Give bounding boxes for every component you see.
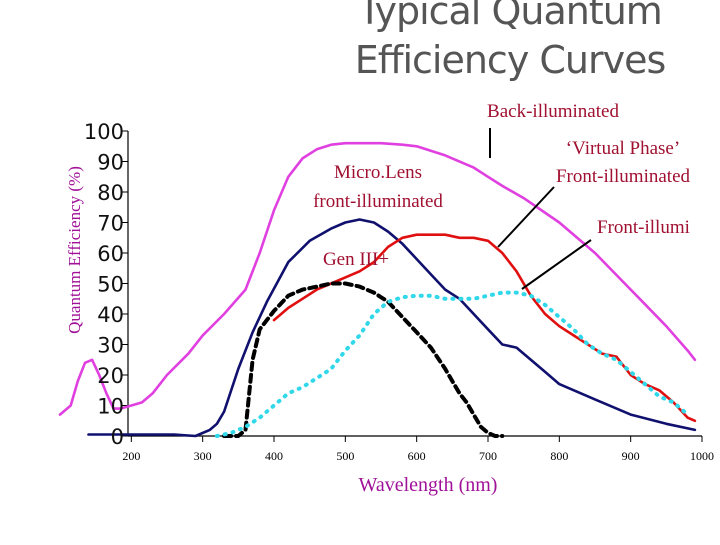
annotation-label: Front-illuminated bbox=[556, 166, 691, 187]
y-tick-label: 40 bbox=[97, 303, 124, 327]
x-tick-label: 400 bbox=[265, 449, 283, 463]
y-axis-title: Quantum Efficiency (%) bbox=[65, 166, 84, 334]
y-tick-label: 100 bbox=[84, 120, 124, 144]
x-tick-label: 600 bbox=[408, 449, 426, 463]
chart-title: Typical Quantum Efficiency Curves bbox=[355, 0, 667, 82]
annotation-leader bbox=[497, 186, 555, 248]
y-tick-label: 20 bbox=[97, 364, 124, 388]
x-tick-label: 200 bbox=[122, 449, 140, 463]
series-layer bbox=[58, 141, 697, 438]
annotation-layer: Back-illuminated Micro.Lens front-illumina… bbox=[313, 101, 691, 290]
annotation-label: front-illuminated bbox=[313, 191, 443, 212]
y-tick-label: 90 bbox=[97, 151, 124, 175]
annotation-label: Gen III+ bbox=[323, 249, 389, 270]
y-tick-label: 70 bbox=[97, 212, 124, 236]
series-line-0 bbox=[58, 141, 697, 416]
series-line-2 bbox=[272, 233, 697, 423]
y-tick-label: 10 bbox=[97, 395, 124, 419]
y-tick-label: 0 bbox=[111, 425, 124, 449]
x-tick-label: 1000 bbox=[690, 449, 714, 463]
x-tick-label: 700 bbox=[479, 449, 497, 463]
annotation-label: ‘Virtual Phase’ bbox=[566, 138, 680, 159]
series-line-3 bbox=[222, 281, 505, 438]
annotation-label: Micro.Lens bbox=[334, 162, 422, 183]
annotation-leader bbox=[521, 239, 592, 290]
x-tick-label: 300 bbox=[194, 449, 212, 463]
series-line-4 bbox=[214, 290, 690, 438]
y-tick-label: 50 bbox=[97, 273, 124, 297]
y-tick-label: 80 bbox=[97, 181, 124, 205]
x-tick-label: 500 bbox=[336, 449, 354, 463]
x-tick-label: 800 bbox=[550, 449, 568, 463]
x-tick-label: 900 bbox=[622, 449, 640, 463]
title-line: Efficiency Curves bbox=[355, 38, 666, 82]
y-tick-label: 30 bbox=[97, 334, 124, 358]
y-tick-label: 60 bbox=[97, 242, 124, 266]
x-axis-title: Wavelength (nm) bbox=[359, 474, 498, 496]
series-line-1 bbox=[87, 218, 697, 438]
axis-labels: 0 10 20 30 40 50 60 70 80 90 100 200 300 400 500 600 700… bbox=[65, 120, 714, 496]
annotation-label: Back-illuminated bbox=[487, 101, 619, 122]
title-line: Typical Quantum bbox=[357, 0, 662, 33]
annotation-label: Front-illumi bbox=[597, 217, 690, 238]
